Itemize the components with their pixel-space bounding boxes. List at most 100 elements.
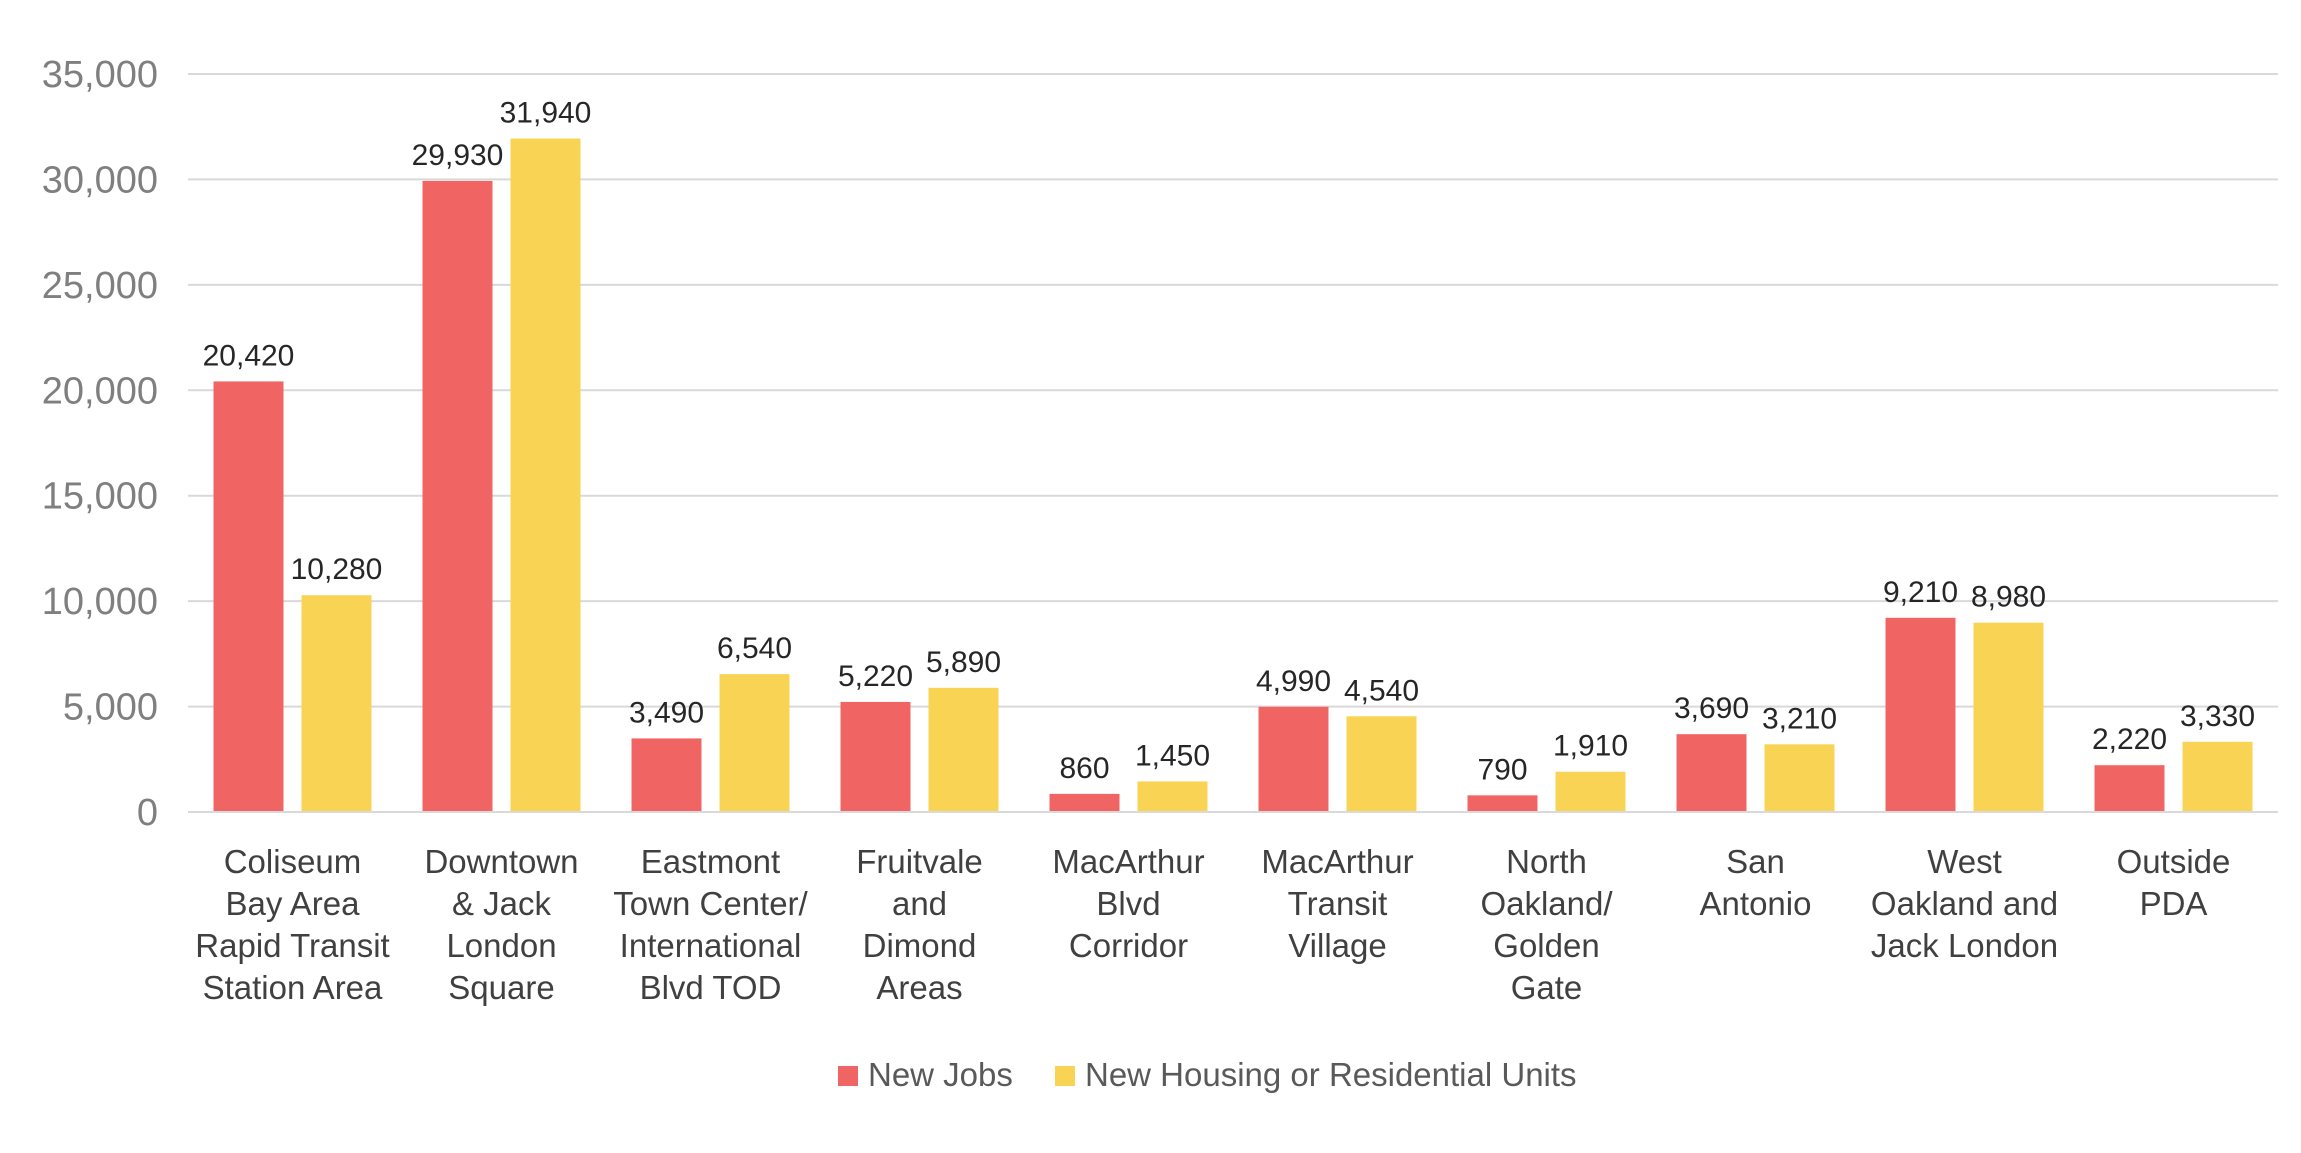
- category-label: Fruitvale and Dimond Areas: [856, 843, 983, 1006]
- category-label-line: Corridor: [1069, 927, 1188, 964]
- data-label: 29,930: [412, 139, 504, 172]
- data-label: 9,210: [1883, 576, 1958, 609]
- category-label-line: Blvd: [1096, 885, 1160, 922]
- bar-new-jobs: [840, 701, 911, 812]
- category-label: Coliseum Bay Area Rapid Transit Station Are…: [195, 843, 389, 1006]
- bar-new-jobs: [1885, 617, 1956, 812]
- data-label: 1,450: [1135, 739, 1210, 772]
- category-label: MacArthur Transit Village: [1261, 843, 1413, 964]
- legend-swatch: [838, 1066, 858, 1086]
- bar-new-housing: [510, 138, 581, 813]
- category-label-line: London: [446, 927, 556, 964]
- bar-new-jobs: [631, 738, 702, 812]
- data-label: 5,220: [838, 660, 913, 693]
- category-label-line: MacArthur: [1261, 843, 1413, 880]
- legend-label: New Jobs: [868, 1056, 1013, 1093]
- legend: New Jobs New Housing or Residential Units: [838, 1056, 1577, 1093]
- data-label: 3,490: [629, 696, 704, 729]
- category-label-line: Areas: [876, 969, 962, 1006]
- data-label: 4,540: [1344, 674, 1419, 707]
- data-label: 20,420: [203, 339, 295, 372]
- bar-new-housing: [1973, 622, 2044, 812]
- category-label-line: Antonio: [1700, 885, 1812, 922]
- y-tick-label: 20,000: [42, 370, 158, 412]
- bar-new-jobs: [2094, 765, 2165, 812]
- y-tick-label: 5,000: [63, 687, 158, 729]
- legend-swatch: [1055, 1066, 1075, 1086]
- category-label-line: Bay Area: [226, 885, 361, 922]
- bar-new-housing: [719, 674, 790, 812]
- category-label-line: San: [1726, 843, 1785, 880]
- bar-new-jobs: [1258, 706, 1329, 812]
- bar-new-housing: [1137, 781, 1208, 812]
- data-label: 31,940: [500, 97, 592, 130]
- data-label: 4,990: [1256, 665, 1331, 698]
- category-label-line: Outside: [2117, 843, 2231, 880]
- bars: [213, 138, 2253, 813]
- bar-new-housing: [2182, 741, 2253, 812]
- category-label-line: Town Center/: [613, 885, 808, 922]
- category-label-line: North: [1506, 843, 1587, 880]
- category-label-line: Station Area: [203, 969, 383, 1006]
- category-label-line: Transit: [1288, 885, 1388, 922]
- category-label-line: International: [620, 927, 802, 964]
- bar-new-housing: [1346, 716, 1417, 812]
- bar-new-housing: [1555, 771, 1626, 812]
- bar-new-jobs: [213, 381, 284, 812]
- category-label-line: West: [1927, 843, 2002, 880]
- category-label-line: Oakland/: [1480, 885, 1613, 922]
- category-label-line: PDA: [2140, 885, 2208, 922]
- category-label-line: Gate: [1511, 969, 1583, 1006]
- data-label: 6,540: [717, 632, 792, 665]
- bar-new-housing: [301, 595, 372, 812]
- category-label-line: MacArthur: [1052, 843, 1204, 880]
- category-label-line: Rapid Transit: [195, 927, 389, 964]
- y-tick-label: 35,000: [42, 54, 158, 96]
- bar-new-jobs: [422, 180, 493, 813]
- data-label: 3,330: [2180, 700, 2255, 733]
- y-tick-label: 30,000: [42, 159, 158, 201]
- category-label-line: Blvd TOD: [640, 969, 782, 1006]
- data-label: 3,690: [1674, 692, 1749, 725]
- category-label: Outside PDA: [2117, 843, 2231, 922]
- category-label-line: Dimond: [863, 927, 977, 964]
- data-labels: 20,420 10,280 29,930 31,940 3,490 6,540 5,220 5…: [203, 97, 2255, 787]
- data-label: 10,280: [291, 553, 383, 586]
- category-label-line: Square: [448, 969, 554, 1006]
- data-label: 790: [1477, 753, 1527, 786]
- category-label-line: Downtown: [424, 843, 578, 880]
- category-label: MacArthur Blvd Corridor: [1052, 843, 1204, 964]
- y-tick-label: 10,000: [42, 581, 158, 623]
- bar-new-jobs: [1049, 793, 1120, 812]
- bar-new-jobs: [1467, 795, 1538, 812]
- data-label: 5,890: [926, 646, 1001, 679]
- category-labels: Coliseum Bay Area Rapid Transit Station Are…: [195, 843, 2230, 1006]
- data-label: 860: [1059, 752, 1109, 785]
- y-tick-label: 15,000: [42, 476, 158, 518]
- category-label-line: Fruitvale: [856, 843, 983, 880]
- legend-label: New Housing or Residential Units: [1085, 1056, 1577, 1093]
- category-label-line: & Jack: [452, 885, 552, 922]
- category-label-line: Coliseum: [224, 843, 362, 880]
- data-label: 1,910: [1553, 730, 1628, 763]
- y-tick-label: 25,000: [42, 265, 158, 307]
- category-label-line: Oakland and: [1871, 885, 2058, 922]
- category-label: Eastmont Town Center/International Blvd TO…: [613, 843, 808, 1006]
- category-label: Downtown & Jack London Square: [424, 843, 578, 1006]
- bar-new-housing: [928, 687, 999, 812]
- data-label: 3,210: [1762, 702, 1837, 735]
- y-tick-label: 0: [137, 792, 158, 834]
- category-label: West Oakland and Jack London: [1871, 843, 2058, 964]
- category-label-line: Eastmont: [641, 843, 780, 880]
- category-label: North Oakland/Golden Gate: [1480, 843, 1613, 1006]
- data-label: 2,220: [2092, 723, 2167, 756]
- category-label-line: Village: [1288, 927, 1386, 964]
- category-label-line: and: [892, 885, 947, 922]
- category-label: San Antonio: [1700, 843, 1812, 922]
- bar-new-jobs: [1676, 734, 1747, 812]
- data-label: 8,980: [1971, 581, 2046, 614]
- bar-new-housing: [1764, 744, 1835, 812]
- category-label-line: Jack London: [1871, 927, 2058, 964]
- y-axis-ticks: 0 5,000 10,000 15,000 20,000 25,000 30,000 35,0…: [42, 54, 158, 834]
